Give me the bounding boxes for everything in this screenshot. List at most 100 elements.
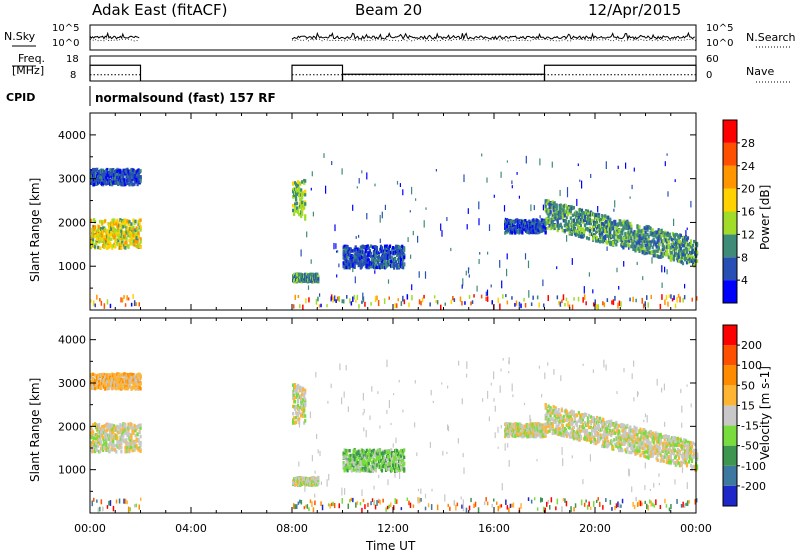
echo-cell-band-g (549, 210, 552, 215)
echo-cell-band-d (294, 205, 297, 209)
ground-cell (506, 300, 509, 305)
echo-cell-band-g (676, 234, 679, 238)
ground-cell (394, 303, 396, 309)
speckle-cell (623, 368, 625, 373)
echo-cell-band-e (350, 261, 353, 265)
echo-cell-band-b (118, 446, 121, 450)
echo-cell-band-g (633, 239, 636, 243)
echo-cell-band-g (638, 225, 641, 229)
echo-cell-band-f (543, 224, 546, 228)
echo-cell-band-e (372, 251, 375, 256)
echo-cell-band-g (579, 227, 582, 231)
speckle-cell (533, 205, 535, 211)
ground-cell (436, 300, 439, 305)
ground-cell (102, 506, 104, 512)
echo-cell-band-d (301, 195, 304, 200)
echo-cell-band-e (356, 249, 359, 254)
ground-cell (297, 295, 300, 299)
echo-cell-band-a (122, 171, 125, 176)
echo-cell-band-g (597, 228, 600, 232)
echo-cell-band-b (139, 449, 142, 453)
ground-cell (330, 502, 333, 507)
echo-cell-band-g (591, 219, 594, 223)
ground-cell (646, 295, 648, 300)
speckle-cell (559, 189, 561, 197)
echo-cell-band-f (531, 227, 534, 231)
speckle-cell (664, 421, 666, 427)
echo-cell-band-e (344, 467, 347, 472)
echo-cell-band-f (540, 225, 543, 229)
speckle-cell (690, 200, 692, 208)
ground-cell (382, 498, 384, 503)
ground-cell (462, 506, 465, 512)
echo-cell-band-g (637, 247, 640, 251)
ground-cell (644, 301, 646, 307)
echo-cell-band-e (386, 253, 390, 257)
echo-cell-band-a (139, 169, 142, 173)
echo-cell-band-e (374, 253, 377, 257)
echo-cell-band-g (687, 247, 691, 251)
echo-cell-band-d (297, 391, 300, 395)
ground-cell (615, 503, 618, 509)
echo-cell-band-b (110, 237, 113, 241)
ground-cell (103, 303, 106, 309)
speckle-cell (628, 469, 630, 477)
echo-cell-band-a (114, 385, 117, 389)
echo-cell-band-b (138, 430, 141, 435)
echo-cell-band-g (692, 248, 695, 253)
echo-cell-band-a (133, 382, 136, 386)
echo-cell-band-b (139, 426, 142, 430)
ground-cell (641, 297, 643, 304)
echo-cell-band-d (304, 214, 307, 218)
ground-cell (400, 301, 403, 306)
echo-cell-band-b (101, 430, 104, 434)
speckle-cell (450, 247, 452, 252)
speckle-cell (606, 246, 608, 251)
echo-cell-band-g (632, 241, 635, 246)
echo-cell-band-g (620, 236, 623, 240)
ground-cell (444, 302, 446, 306)
ground-cell (318, 304, 321, 308)
echo-cell-band-d (301, 180, 304, 184)
ground-cell (497, 297, 499, 304)
ground-cell (364, 301, 366, 307)
ground-cell (546, 501, 548, 507)
echo-cell-band-a (121, 386, 124, 390)
echo-cell-band-d (295, 191, 298, 195)
echo-cell-band-g (585, 236, 589, 240)
echo-cell-band-a (139, 374, 142, 378)
speckle-cell (352, 204, 354, 211)
echo-cell-band-b (119, 218, 122, 222)
echo-cell-band-g (644, 239, 647, 244)
speckle-cell (314, 493, 316, 498)
echo-cell-band-g (615, 242, 618, 247)
echo-cell-band-b (118, 425, 121, 429)
ground-cell (583, 294, 586, 300)
echo-cell-band-b (110, 244, 113, 248)
echo-cell-band-g (565, 225, 568, 230)
echo-cell-band-g (554, 224, 557, 228)
echo-cell-band-g (677, 259, 680, 263)
echo-cell-band-g (609, 217, 612, 222)
echo-cell-band-g (593, 225, 596, 230)
echo-cell-band-b (112, 223, 115, 228)
echo-cell-band-f (522, 227, 525, 231)
echo-cell-band-g (553, 212, 556, 217)
ground-cell (333, 503, 336, 509)
echo-cell-band-a (114, 172, 117, 176)
echo-cell-band-d (296, 201, 299, 206)
speckle-cell (631, 373, 633, 380)
echo-cell-band-g (586, 227, 590, 231)
speckle-cell (649, 488, 651, 491)
echo-cell-band-b (116, 435, 119, 440)
echo-cell-band-g (606, 229, 609, 233)
echo-cell-band-e (360, 465, 363, 469)
speckle-cell (629, 196, 631, 199)
ground-cell (124, 303, 127, 307)
speckle-cell (478, 201, 480, 210)
speckle-cell (335, 243, 337, 249)
echo-cell-band-g (582, 211, 586, 215)
ground-cell (93, 300, 95, 306)
echo-cell-band-e (403, 246, 406, 250)
echo-cell-band-d (296, 387, 299, 391)
